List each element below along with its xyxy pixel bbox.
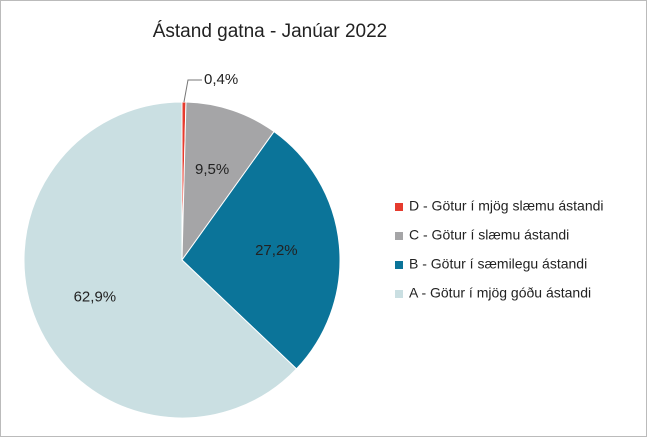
- pie-slice: [181, 130, 341, 370]
- legend-swatch: [395, 232, 403, 240]
- chart-title: Ástand gatna - Janúar 2022: [153, 21, 388, 42]
- legend-label: C - Götur í slæmu ástandi: [409, 227, 569, 243]
- data-label: 27,2%: [255, 242, 298, 259]
- legend-swatch: [395, 290, 403, 298]
- legend-label: D - Götur í mjög slæmu ástandi: [409, 198, 604, 214]
- pie-slice: [181, 101, 275, 262]
- legend-swatch: [395, 261, 403, 269]
- pie-slice: [23, 101, 298, 419]
- leader-line: [183, 79, 202, 103]
- legend-swatch: [395, 203, 403, 211]
- legend-label: A - Götur í mjög góðu ástandi: [409, 285, 591, 301]
- data-label: 62,9%: [74, 288, 117, 305]
- data-label: 0,4%: [204, 71, 238, 88]
- data-label: 9,5%: [195, 161, 229, 178]
- legend-label: B - Götur í sæmilegu ástandi: [409, 256, 587, 272]
